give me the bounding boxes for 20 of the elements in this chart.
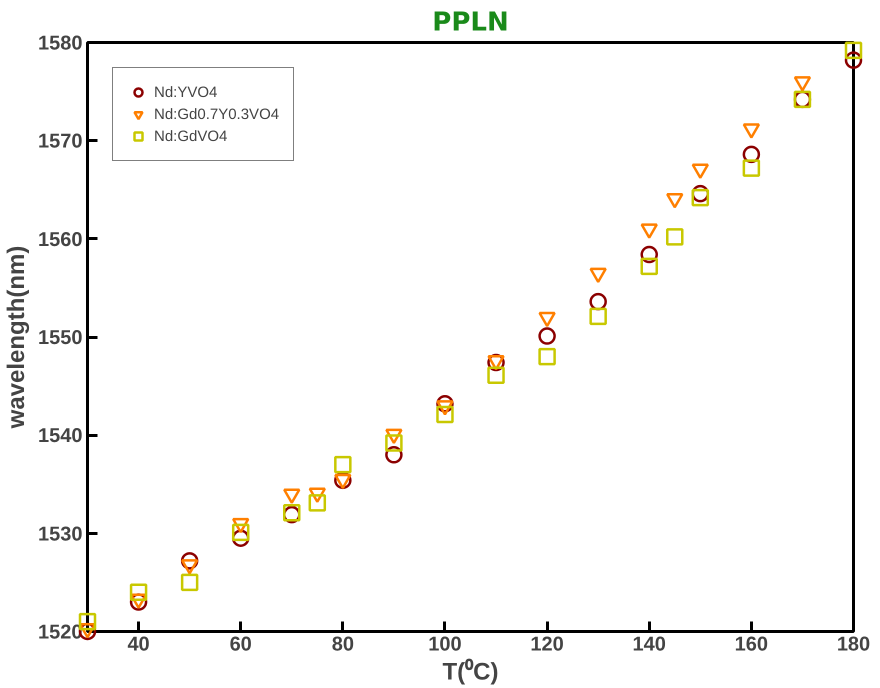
y-tick-label: 1570 bbox=[38, 130, 83, 153]
y-tick-label: 1530 bbox=[38, 523, 83, 546]
legend-label: Nd:Gd0.7Y0.3VO4 bbox=[154, 106, 280, 122]
x-tick-label: 100 bbox=[428, 634, 462, 656]
x-tick-label: 180 bbox=[836, 634, 870, 656]
y-tick-label: 1580 bbox=[38, 32, 83, 54]
legend-label: Nd:GdVO4 bbox=[154, 128, 228, 144]
x-tick-label: 40 bbox=[127, 634, 150, 656]
x-tick-label: 60 bbox=[230, 634, 252, 656]
y-axis-title: wavelength(nm) bbox=[3, 246, 30, 430]
legend-label: Nd:YVO4 bbox=[154, 84, 218, 100]
x-tick-label: 80 bbox=[332, 634, 354, 656]
y-tick-label: 1540 bbox=[38, 425, 83, 448]
x-axis-title: T(⁰C) bbox=[442, 658, 498, 686]
x-tick-label: 140 bbox=[632, 634, 666, 656]
y-tick-label: 1560 bbox=[38, 228, 83, 251]
x-tick-label: 160 bbox=[734, 634, 768, 656]
y-tick-label: 1550 bbox=[38, 327, 83, 349]
chart-title: PPLN bbox=[432, 8, 509, 38]
x-tick-label: 120 bbox=[530, 634, 564, 656]
